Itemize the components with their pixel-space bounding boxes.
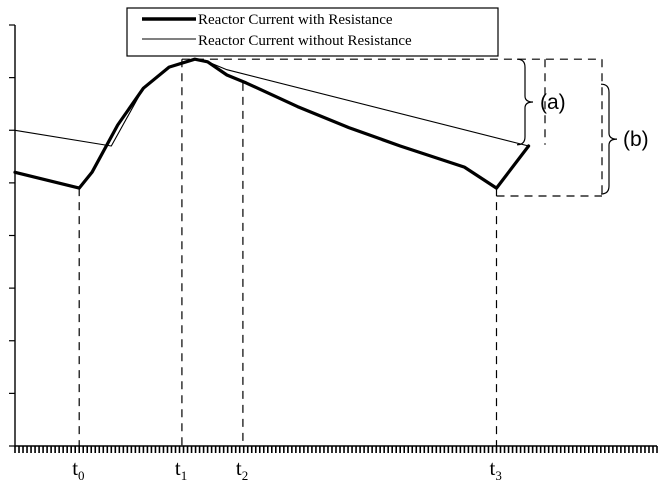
- t2-label: t2: [236, 456, 248, 483]
- bracket-b-label: (b): [623, 128, 649, 151]
- bracket-a-label: (a): [540, 91, 566, 114]
- t1-label: t1: [175, 456, 187, 483]
- series-layer: [13, 57, 531, 190]
- t3-label: t3: [490, 456, 502, 483]
- chart-axes: [9, 24, 658, 453]
- legend-box: [126, 7, 499, 57]
- legend-label-without-resistance: Reactor Current without Resistance: [198, 33, 412, 49]
- bracket-a-brace: [516, 58, 534, 146]
- legend: Reactor Current with Resistance Reactor …: [126, 7, 499, 57]
- series-line-without-resistance: [14, 58, 530, 147]
- t0-label: t0: [72, 456, 84, 483]
- bracket-b-brace: [600, 83, 618, 195]
- annotation-layer: t0 t1 t2 t3 (a) (b): [72, 58, 649, 483]
- series-line-with-resistance: [13, 57, 531, 190]
- legend-label-with-resistance: Reactor Current with Resistance: [198, 12, 393, 28]
